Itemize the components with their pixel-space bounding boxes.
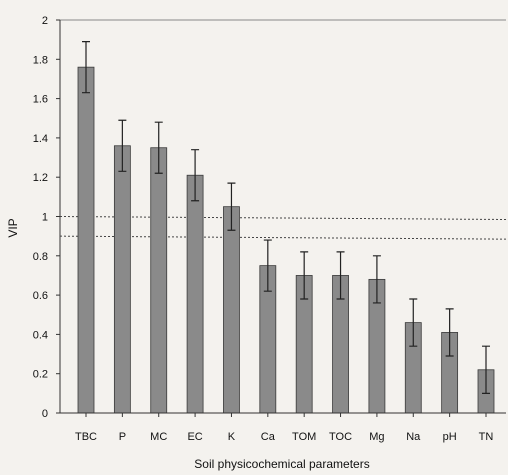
error-bar-ec bbox=[191, 149, 200, 202]
x-tick-label: K bbox=[228, 431, 236, 443]
y-axis: 0 0.2 0.4 0.6 0.8 1 1.2 1.4 1.6 1.8 2 bbox=[33, 15, 61, 420]
x-tick-label: P bbox=[119, 431, 126, 443]
error-bar-toc bbox=[336, 251, 345, 300]
x-tick-label: TOM bbox=[292, 431, 316, 443]
y-tick-label: 1.6 bbox=[33, 94, 48, 106]
bars bbox=[77, 66, 495, 414]
y-tick-label: 0.6 bbox=[33, 290, 48, 302]
y-tick-label: 0.2 bbox=[33, 369, 48, 381]
error-bar-ca bbox=[263, 239, 272, 292]
bar-tbc bbox=[77, 66, 95, 414]
x-tick-label: pH bbox=[443, 431, 457, 443]
error-bar-tom bbox=[300, 251, 309, 300]
x-tick-label: Ca bbox=[261, 431, 276, 443]
bar-p bbox=[113, 145, 131, 414]
bar-mc bbox=[150, 147, 168, 414]
x-tick-label: EC bbox=[187, 431, 202, 443]
error-bar-k bbox=[227, 182, 236, 231]
x-tick-label: Na bbox=[406, 431, 421, 443]
x-axis-title: Soil physicochemical parameters bbox=[194, 457, 369, 471]
x-tick-label: TN bbox=[479, 431, 494, 443]
x-axis: TBC P MC EC K Ca TOM TOC Mg Na pH TN bbox=[60, 412, 506, 443]
error-bar-na bbox=[409, 298, 418, 347]
y-axis-title: VIP bbox=[6, 218, 20, 237]
y-tick-label: 0.8 bbox=[33, 251, 48, 263]
error-bar-mg bbox=[372, 255, 381, 304]
y-tick-label: 1.8 bbox=[33, 54, 48, 66]
x-tick-label: MC bbox=[150, 431, 167, 443]
error-bar-ph bbox=[445, 308, 454, 357]
x-tick-label: TBC bbox=[75, 431, 97, 443]
y-tick-label: 1.2 bbox=[33, 172, 48, 184]
error-bar-tbc bbox=[82, 41, 90, 94]
y-tick-label: 1 bbox=[42, 212, 48, 224]
bar-ec bbox=[186, 174, 204, 414]
error-bars bbox=[82, 41, 490, 394]
y-tick-label: 0 bbox=[42, 408, 48, 420]
y-tick-label: 2 bbox=[42, 15, 48, 27]
error-bar-mc bbox=[154, 121, 163, 174]
bar-k bbox=[223, 206, 240, 414]
error-bar-p bbox=[118, 119, 127, 172]
y-tick-label: 0.4 bbox=[33, 329, 48, 341]
x-tick-label: Mg bbox=[369, 431, 384, 443]
x-tick-label: TOC bbox=[329, 431, 352, 443]
error-bar-tn bbox=[482, 345, 490, 394]
y-tick-label: 1.4 bbox=[33, 133, 48, 145]
